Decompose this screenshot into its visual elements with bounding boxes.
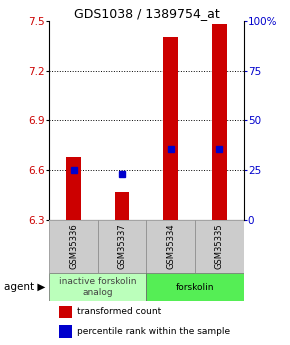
- Bar: [66, 157, 81, 220]
- Text: transformed count: transformed count: [77, 307, 161, 316]
- Text: percentile rank within the sample: percentile rank within the sample: [77, 327, 230, 336]
- Bar: [146, 273, 244, 301]
- Bar: [164, 37, 178, 220]
- Bar: [195, 220, 244, 273]
- Bar: [146, 220, 195, 273]
- Text: agent ▶: agent ▶: [4, 282, 46, 292]
- Text: GSM35334: GSM35334: [166, 224, 175, 269]
- Bar: [49, 220, 98, 273]
- Text: GSM35336: GSM35336: [69, 224, 78, 269]
- Text: GSM35337: GSM35337: [118, 224, 127, 269]
- Bar: [212, 24, 226, 220]
- Bar: [59, 325, 72, 337]
- Text: forskolin: forskolin: [176, 283, 214, 292]
- Title: GDS1038 / 1389754_at: GDS1038 / 1389754_at: [74, 7, 219, 20]
- Bar: [49, 273, 146, 301]
- Text: GSM35335: GSM35335: [215, 224, 224, 269]
- Bar: [115, 192, 129, 220]
- Bar: [98, 220, 146, 273]
- Bar: [59, 306, 72, 318]
- Text: inactive forskolin
analog: inactive forskolin analog: [59, 277, 137, 297]
